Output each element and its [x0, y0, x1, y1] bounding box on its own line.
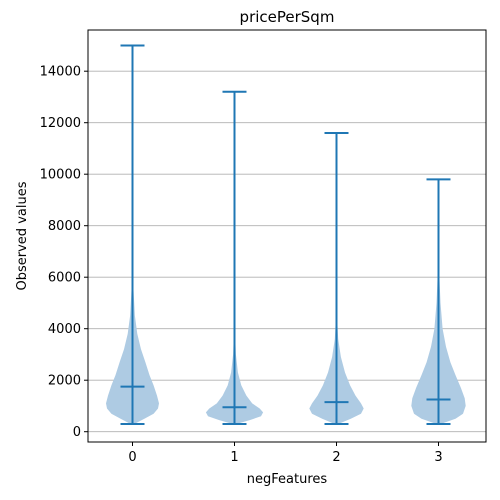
y-tick-label: 8000	[48, 219, 81, 234]
x-tick-label: 1	[230, 450, 238, 465]
y-tick-label: 12000	[40, 116, 81, 131]
y-tick-label: 6000	[48, 271, 81, 286]
violin-group	[106, 45, 159, 424]
x-tick-label: 0	[128, 450, 136, 465]
y-axis-ticks: 0 2000 4000 6000 8000 10000 12000 14000	[40, 65, 88, 441]
y-tick-label: 4000	[48, 322, 81, 337]
y-tick-label: 0	[73, 425, 81, 440]
y-tick-label: 2000	[48, 374, 81, 389]
x-axis-ticks: 0 1 2 3	[128, 442, 442, 465]
x-tick-label: 3	[434, 450, 442, 465]
violin-group	[206, 92, 263, 424]
x-tick-label: 2	[332, 450, 340, 465]
violins	[106, 45, 466, 424]
y-tick-label: 10000	[40, 168, 81, 183]
x-axis-label: negFeatures	[247, 472, 328, 487]
chart-title: pricePerSqm	[240, 8, 335, 26]
y-tick-label: 14000	[40, 65, 81, 80]
violin-group	[411, 179, 465, 424]
y-axis-label: Observed values	[15, 181, 30, 290]
